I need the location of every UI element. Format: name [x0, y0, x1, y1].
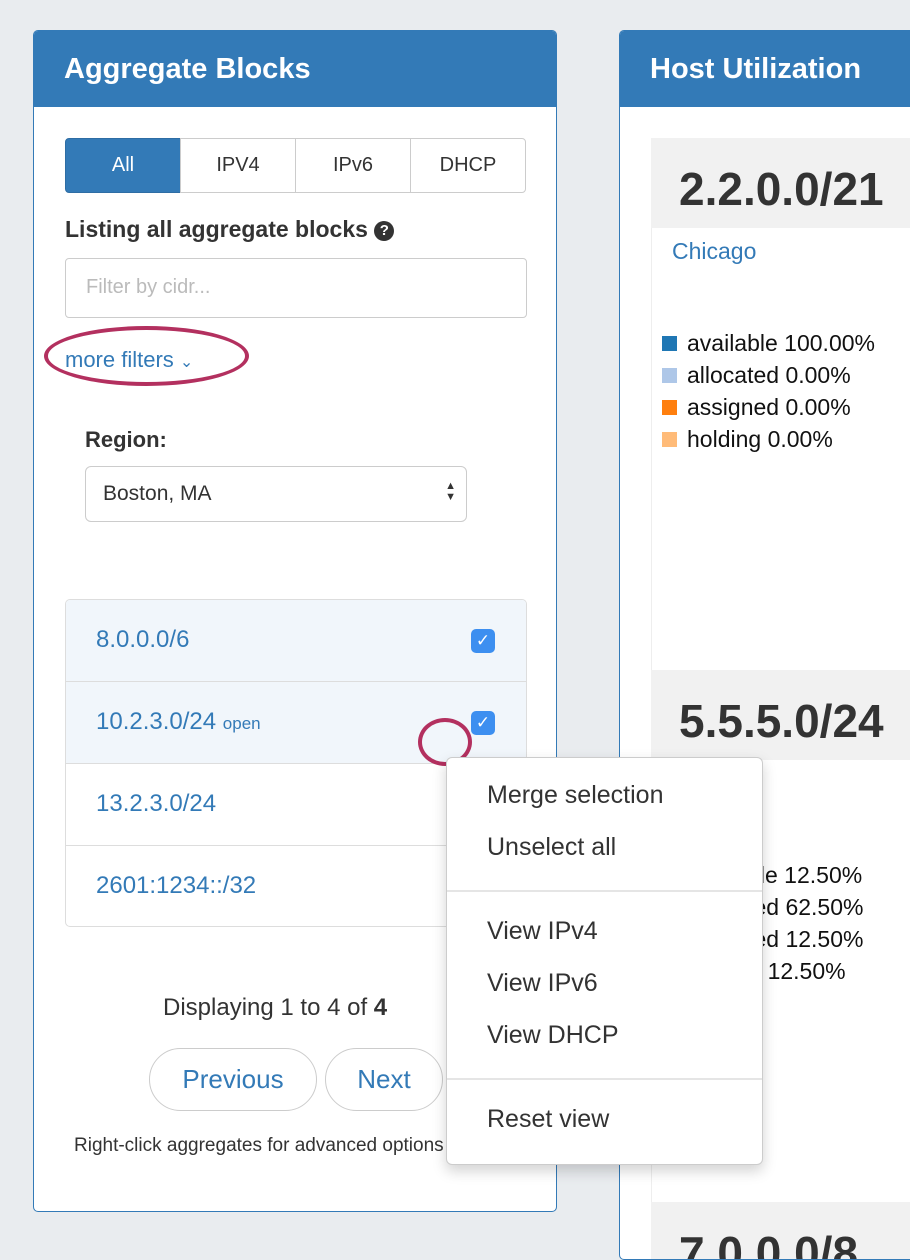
pagination-total: 4 [373, 994, 388, 1021]
listing-label: Listing all aggregate blocks ? [65, 216, 395, 243]
select-arrows-icon: ▲ ▼ [445, 480, 456, 503]
list-item[interactable]: 13.2.3.0/24 [66, 764, 526, 846]
list-item[interactable]: 8.0.0.0/6 ✓ [66, 600, 526, 682]
legend-item: available 100.00% [652, 327, 910, 359]
legend-item: holding 0.00% [652, 423, 910, 455]
cidr-link[interactable]: 13.2.3.0/24 [96, 790, 217, 817]
context-menu: Merge selection Unselect all View IPv4 V… [446, 757, 763, 1165]
cidr-filter-input[interactable]: Filter by cidr... [65, 258, 527, 318]
aggregate-blocks-panel: Aggregate Blocks All IPV4 IPv6 DHCP List… [33, 30, 557, 1212]
tab-ipv6[interactable]: IPv6 [295, 138, 411, 193]
next-button[interactable]: Next [325, 1048, 443, 1111]
legend-text: assigned 0.00% [687, 394, 851, 420]
block-heading: 2.2.0.0/21 [651, 138, 910, 228]
menu-divider [447, 1078, 762, 1080]
menu-item-view-dhcp[interactable]: View DHCP [487, 1021, 619, 1049]
pagination-status: Displaying 1 to 4 of 4 [163, 994, 387, 1022]
checkbox-checked[interactable]: ✓ [471, 711, 495, 735]
type-tabs: All IPV4 IPv6 DHCP [65, 138, 526, 193]
annotation-circle [44, 326, 249, 386]
legend-swatch [662, 368, 677, 383]
panel-title: Host Utilization [620, 31, 910, 107]
block-body: Chicago available 100.00% allocated 0.00… [651, 228, 910, 670]
region-label: Region: [85, 427, 167, 452]
checkbox-checked[interactable]: ✓ [471, 629, 495, 653]
right-click-hint: Right-click aggregates for advanced opti… [74, 1135, 444, 1156]
menu-item-view-ipv6[interactable]: View IPv6 [487, 969, 598, 997]
menu-item-unselect-all[interactable]: Unselect all [487, 833, 617, 861]
block-heading: 7.0.0.0/8 [651, 1202, 910, 1259]
legend-text: available 100.00% [687, 330, 875, 356]
annotation-circle [418, 718, 472, 766]
cidr-link[interactable]: 10.2.3.0/24 [96, 708, 217, 735]
legend-swatch [662, 336, 677, 351]
previous-button[interactable]: Previous [149, 1048, 317, 1111]
utilization-legend: available 100.00% allocated 0.00% assign… [652, 327, 910, 455]
block-heading: 5.5.5.0/24 [651, 670, 910, 760]
legend-item: assigned 0.00% [652, 391, 910, 423]
legend-item: allocated 0.00% [652, 359, 910, 391]
panel-title: Aggregate Blocks [34, 31, 556, 107]
menu-item-merge-selection[interactable]: Merge selection [487, 781, 664, 809]
tab-dhcp[interactable]: DHCP [410, 138, 526, 193]
legend-text: allocated 0.00% [687, 362, 851, 388]
status-tag: open [222, 714, 261, 733]
menu-item-reset-view[interactable]: Reset view [487, 1105, 610, 1133]
tab-all[interactable]: All [65, 138, 181, 193]
menu-divider [447, 890, 762, 892]
listing-text: Listing all aggregate blocks [65, 216, 368, 242]
region-link[interactable]: Chicago [672, 238, 757, 264]
pagination-text: Displaying 1 to 4 of [163, 994, 374, 1021]
region-select[interactable]: Boston, MA ▲ ▼ [85, 466, 467, 522]
tab-ipv4[interactable]: IPV4 [180, 138, 296, 193]
aggregate-list: 8.0.0.0/6 ✓ 10.2.3.0/24 open ✓ 13.2.3.0/24… [65, 599, 527, 927]
menu-item-view-ipv4[interactable]: View IPv4 [487, 917, 598, 945]
list-item[interactable]: 2601:1234::/32 [66, 846, 526, 926]
legend-swatch [662, 432, 677, 447]
cidr-link[interactable]: 2601:1234::/32 [96, 872, 257, 899]
legend-text: holding 0.00% [687, 426, 833, 452]
question-circle-icon[interactable]: ? [374, 221, 395, 241]
legend-swatch [662, 400, 677, 415]
cidr-link[interactable]: 8.0.0.0/6 [96, 626, 190, 653]
region-value: Boston, MA [103, 482, 212, 505]
